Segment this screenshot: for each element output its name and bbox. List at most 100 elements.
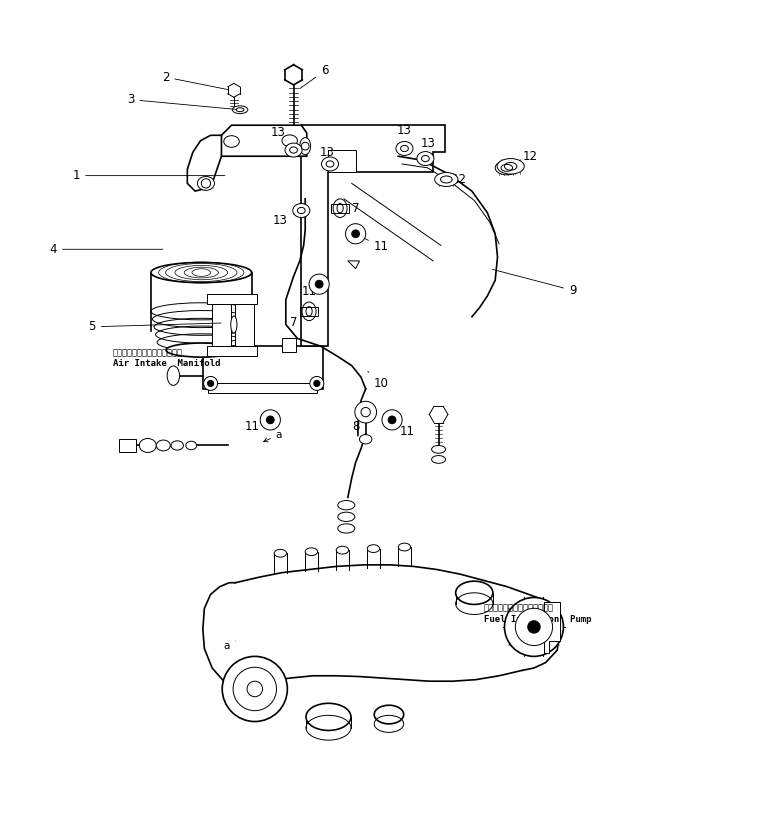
Circle shape [351,230,359,238]
Ellipse shape [455,582,493,604]
Ellipse shape [306,703,351,730]
Text: 6: 6 [300,64,328,89]
Ellipse shape [151,262,251,283]
Ellipse shape [432,445,445,453]
Polygon shape [222,125,307,156]
Bar [212,304,230,346]
Text: 4: 4 [49,243,163,255]
Text: 11: 11 [301,285,317,299]
Bar [282,339,296,353]
Ellipse shape [336,547,348,554]
Circle shape [201,179,211,188]
Text: フェルインジェクションポンプ: フェルインジェクションポンプ [483,604,554,613]
Circle shape [515,608,553,646]
Ellipse shape [337,513,355,522]
Ellipse shape [282,135,298,146]
Ellipse shape [302,302,316,320]
Ellipse shape [171,441,184,450]
Bar [331,204,349,213]
Circle shape [233,667,276,711]
Bar [203,346,323,389]
Circle shape [314,380,320,387]
Text: 3: 3 [127,93,237,110]
Ellipse shape [230,316,237,333]
Text: 13: 13 [418,136,435,156]
Ellipse shape [166,343,237,357]
Circle shape [505,597,563,656]
Ellipse shape [224,136,239,147]
Ellipse shape [300,137,311,155]
Ellipse shape [497,159,524,174]
Ellipse shape [305,547,318,556]
Ellipse shape [156,440,170,451]
Circle shape [316,280,323,288]
Text: 1: 1 [73,169,225,182]
Circle shape [247,681,262,696]
Circle shape [528,621,540,633]
Text: エアーインテークマニホールド: エアーインテークマニホールド [113,348,183,357]
Text: 7: 7 [142,442,182,455]
Ellipse shape [337,501,355,510]
Text: 10: 10 [368,371,389,390]
Bar [209,384,317,393]
Ellipse shape [417,151,434,166]
Text: 12: 12 [445,173,466,186]
Ellipse shape [333,199,347,217]
Ellipse shape [432,456,445,463]
Text: 13: 13 [319,146,334,165]
Ellipse shape [167,366,180,385]
Circle shape [382,410,402,430]
Ellipse shape [293,204,310,217]
Ellipse shape [367,545,380,552]
Text: 9: 9 [493,270,576,297]
Text: 13: 13 [273,214,294,227]
Ellipse shape [359,434,372,444]
Circle shape [260,410,280,430]
Ellipse shape [274,549,287,557]
Circle shape [388,416,396,423]
Text: 11: 11 [358,235,389,254]
Text: 5: 5 [88,320,221,334]
Text: 7: 7 [290,313,307,329]
Ellipse shape [435,172,458,186]
Ellipse shape [186,441,197,450]
Circle shape [223,656,287,721]
Bar [235,304,254,346]
Text: 13: 13 [397,124,412,143]
Ellipse shape [198,176,215,191]
Circle shape [208,380,214,387]
Text: Fuel Injection  Pump: Fuel Injection Pump [483,615,591,624]
Ellipse shape [337,524,355,533]
Ellipse shape [232,106,248,114]
Ellipse shape [396,141,413,156]
Circle shape [355,401,376,423]
Text: 13: 13 [271,126,287,146]
Text: 8: 8 [352,418,369,433]
Circle shape [266,416,274,423]
Polygon shape [544,602,559,652]
Circle shape [309,274,330,295]
Bar [119,439,136,452]
Circle shape [310,376,324,390]
Text: 11: 11 [394,422,415,438]
Text: Air Intake  Manifold: Air Intake Manifold [113,359,220,368]
Bar [207,295,257,304]
Text: 2: 2 [162,71,229,90]
Ellipse shape [236,108,244,111]
Ellipse shape [139,438,156,453]
Ellipse shape [322,157,338,171]
Circle shape [345,224,366,244]
Bar [300,307,319,316]
Ellipse shape [495,161,519,175]
Ellipse shape [398,543,411,551]
Bar [329,150,355,171]
Text: a: a [224,641,235,651]
Polygon shape [301,125,445,346]
Circle shape [301,142,309,150]
Circle shape [204,376,218,390]
Bar [207,346,257,355]
Ellipse shape [374,706,404,724]
Ellipse shape [285,143,302,157]
Text: 7: 7 [343,201,359,215]
Text: a: a [264,429,282,442]
